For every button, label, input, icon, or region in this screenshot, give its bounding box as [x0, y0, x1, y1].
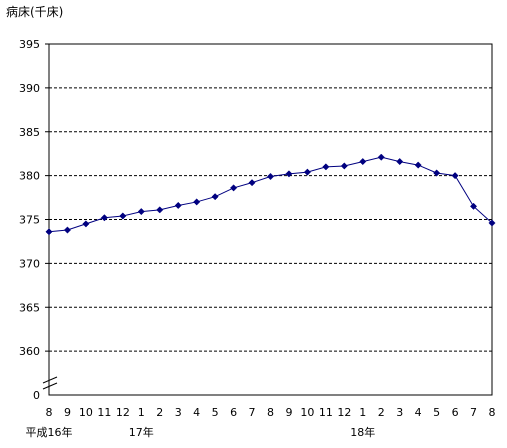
x-tick-label: 7: [470, 406, 477, 419]
x-tick-label: 8: [489, 406, 496, 419]
x-tick-label: 7: [249, 406, 256, 419]
data-point: [193, 198, 201, 206]
data-point: [469, 202, 478, 210]
data-series: [45, 153, 496, 236]
data-point: [248, 179, 256, 187]
data-point: [359, 158, 367, 166]
data-point: [63, 226, 72, 234]
data-point: [433, 169, 441, 177]
x-tick-label: 5: [433, 406, 440, 419]
x-tick-label: 9: [64, 406, 71, 419]
x-tick-label: 11: [97, 406, 111, 419]
data-point: [414, 161, 422, 169]
x-tick-label: 4: [193, 406, 200, 419]
year-label: 平成16年: [26, 425, 73, 439]
y-tick-label: 370: [19, 257, 40, 270]
data-point: [451, 172, 459, 180]
y-axis-ticks: 395 390 385 380 375 370 365 360 0: [19, 38, 49, 402]
x-tick-label: 6: [230, 406, 237, 419]
x-tick-label: 8: [46, 406, 53, 419]
x-tick-label: 1: [359, 406, 366, 419]
y-tick-label: 375: [19, 214, 40, 227]
break-line: [42, 376, 58, 384]
data-point: [211, 193, 219, 201]
y-tick-label: 390: [19, 82, 40, 95]
data-point: [45, 228, 53, 236]
data-point: [174, 201, 182, 210]
data-point: [322, 163, 330, 171]
x-tick-label: 8: [267, 406, 274, 419]
data-point: [303, 168, 311, 176]
break-line: [42, 382, 58, 390]
y-tick-label: 395: [19, 38, 40, 51]
data-point: [100, 214, 108, 222]
y-tick-label: 360: [19, 345, 40, 358]
year-labels: 平成16年 17年 18年: [26, 425, 376, 439]
data-point: [396, 158, 404, 166]
x-tick-label: 6: [452, 406, 459, 419]
y-tick-label: 380: [19, 170, 40, 183]
y-tick-label: 365: [19, 301, 40, 314]
x-tick-label: 12: [116, 406, 130, 419]
y-tick-label: 385: [19, 126, 40, 139]
year-label: 18年: [350, 425, 375, 439]
data-point: [82, 220, 90, 228]
data-point: [156, 206, 164, 214]
x-tick-label: 2: [378, 406, 385, 419]
y-tick-label-zero: 0: [33, 389, 40, 402]
x-tick-label: 2: [156, 406, 163, 419]
x-tick-label: 11: [319, 406, 333, 419]
x-tick-label: 10: [79, 406, 93, 419]
x-tick-label: 5: [212, 406, 219, 419]
data-point: [488, 219, 496, 227]
data-point: [230, 184, 238, 192]
data-point: [377, 153, 385, 161]
data-point: [137, 208, 145, 216]
x-tick-label: 3: [396, 406, 403, 419]
x-tick-label: 4: [415, 406, 422, 419]
x-tick-label: 12: [337, 406, 351, 419]
data-point: [266, 172, 275, 181]
x-tick-label: 3: [175, 406, 182, 419]
year-label: 17年: [129, 425, 154, 439]
x-axis-ticks: 8 9 10 11 12 1 2 3 4 5 6 7 8 9 10 11 12 1 2 3 4 5 6 7 8: [46, 406, 496, 419]
data-point: [340, 162, 348, 170]
axis-break-mark: [42, 376, 58, 390]
x-tick-label: 1: [138, 406, 145, 419]
y-axis-title: 病床(千床): [6, 4, 63, 19]
x-tick-label: 9: [285, 406, 292, 419]
x-tick-label: 10: [300, 406, 314, 419]
data-point: [285, 170, 293, 178]
data-point: [119, 212, 127, 220]
